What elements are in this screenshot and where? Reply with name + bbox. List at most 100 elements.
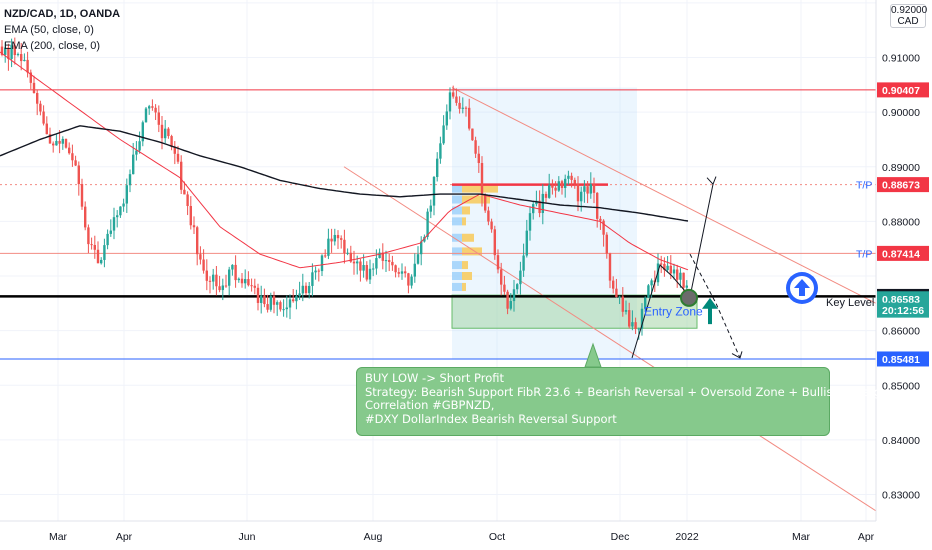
price-tick-label: 0.88000 bbox=[882, 216, 920, 228]
candle-body bbox=[628, 310, 631, 327]
candle-body bbox=[58, 140, 61, 144]
entry-point-marker[interactable] bbox=[680, 288, 698, 307]
candle-body bbox=[464, 107, 468, 109]
candle-body bbox=[311, 272, 314, 286]
candle-body bbox=[682, 272, 685, 288]
candle-body bbox=[199, 254, 202, 260]
candle-body bbox=[16, 54, 20, 56]
callout-line: Strategy: Bearish Support FibR 23.6 + Be… bbox=[365, 384, 913, 399]
currency-badge[interactable]: 0.92000 CAD bbox=[890, 4, 927, 28]
profile-bar bbox=[452, 206, 462, 215]
candle-body bbox=[669, 265, 672, 274]
price-label-tag[interactable] bbox=[877, 82, 929, 98]
profile-bar bbox=[462, 261, 468, 270]
candle-body bbox=[484, 195, 487, 211]
candle-body bbox=[320, 255, 324, 272]
candle-body bbox=[48, 134, 52, 144]
candle-body bbox=[298, 293, 301, 297]
candle-body bbox=[55, 140, 58, 146]
candle-body bbox=[340, 238, 343, 240]
candle-body bbox=[480, 163, 484, 196]
candle-body bbox=[36, 92, 39, 104]
price-tick-label: 0.86000 bbox=[882, 326, 920, 338]
candle-body bbox=[42, 111, 45, 124]
candle-body bbox=[93, 244, 96, 250]
candle-body bbox=[244, 279, 247, 284]
candle-body bbox=[663, 263, 666, 270]
candle-body bbox=[196, 227, 199, 255]
time-axis[interactable] bbox=[0, 521, 932, 550]
ema50-line[interactable] bbox=[0, 51, 689, 271]
candle-body bbox=[634, 322, 637, 330]
candle-body bbox=[666, 265, 669, 270]
candle-body bbox=[125, 185, 128, 204]
price-label-tag[interactable] bbox=[877, 302, 929, 318]
candle-body bbox=[7, 47, 10, 59]
candle-body bbox=[404, 271, 407, 274]
profile-bar bbox=[462, 195, 490, 204]
candle-body bbox=[496, 255, 500, 270]
candle-body bbox=[506, 291, 509, 309]
ema200-line[interactable] bbox=[0, 125, 689, 222]
time-tick-label: 2022 bbox=[675, 531, 699, 543]
candle-body bbox=[346, 252, 349, 254]
candle-body bbox=[528, 213, 532, 231]
price-label-tag[interactable] bbox=[877, 351, 929, 367]
ema200-legend[interactable]: EMA (200, close, 0) bbox=[4, 40, 100, 52]
candle-body bbox=[173, 146, 176, 154]
candle-body bbox=[474, 140, 477, 154]
profile-bar bbox=[462, 217, 466, 226]
candle-body bbox=[327, 238, 330, 256]
candle-body bbox=[509, 301, 512, 309]
price-tick-label: 0.83000 bbox=[882, 490, 920, 502]
candle-body bbox=[400, 271, 404, 274]
currency-code: CAD bbox=[897, 16, 919, 27]
candle-body bbox=[583, 186, 586, 192]
time-tick-label: Mar bbox=[49, 531, 68, 543]
price-label-tag[interactable] bbox=[877, 177, 929, 193]
price-tick-label: 0.90000 bbox=[882, 107, 920, 119]
price-label-tag[interactable] bbox=[877, 245, 929, 261]
candle-body bbox=[512, 289, 516, 302]
profile-bar bbox=[452, 195, 462, 204]
candle-body bbox=[413, 263, 416, 277]
candle-body bbox=[477, 153, 480, 164]
candle-body bbox=[4, 47, 7, 55]
time-tick-label: Oct bbox=[489, 531, 505, 543]
candle-body bbox=[205, 270, 208, 281]
symbol-label[interactable]: NZD/CAD, 1D, OANDA bbox=[4, 8, 121, 20]
candle-body bbox=[378, 252, 381, 259]
candle-body bbox=[180, 161, 183, 190]
candle-body bbox=[144, 108, 148, 123]
candle-body bbox=[215, 274, 218, 287]
time-tick-label: Apr bbox=[116, 531, 133, 543]
candle-body bbox=[26, 59, 29, 73]
candle-body bbox=[516, 284, 519, 290]
entry-zone-label: Entry Zone bbox=[644, 304, 703, 318]
candle-body bbox=[135, 150, 138, 155]
candle-body bbox=[304, 285, 308, 294]
candle-body bbox=[615, 288, 618, 298]
candle-body bbox=[538, 200, 541, 214]
candle-body bbox=[308, 285, 311, 294]
price-label-tag[interactable] bbox=[877, 291, 929, 307]
profile-bar bbox=[452, 247, 462, 256]
strategy-callout: BUY LOW -> Short Profit Strategy: Bearis… bbox=[356, 367, 913, 436]
channel-upper bbox=[451, 87, 877, 304]
candle-body bbox=[365, 265, 368, 280]
key-zone bbox=[451, 294, 698, 329]
price-tick-label: 0.91000 bbox=[882, 53, 920, 65]
candle-body bbox=[637, 328, 640, 330]
ema50-legend[interactable]: EMA (50, close, 0) bbox=[4, 24, 94, 36]
candle-body bbox=[618, 296, 621, 298]
candle-body bbox=[87, 227, 90, 245]
candle-body bbox=[442, 125, 445, 144]
profile-bar bbox=[462, 206, 470, 215]
candle-body bbox=[128, 174, 132, 186]
candle-body bbox=[586, 186, 589, 194]
candle-body bbox=[388, 260, 391, 262]
candle-body bbox=[455, 96, 458, 103]
candle-body bbox=[154, 107, 157, 113]
candle-body bbox=[676, 269, 679, 280]
